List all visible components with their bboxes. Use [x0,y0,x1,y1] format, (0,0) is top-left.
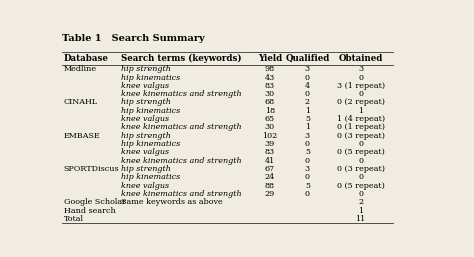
Text: knee kinematics and strength: knee kinematics and strength [120,190,241,198]
Text: Hand search: Hand search [64,207,115,215]
Text: Google Scholar: Google Scholar [64,198,126,206]
Text: 67: 67 [264,165,275,173]
Text: 68: 68 [264,98,275,106]
Text: 0: 0 [358,190,363,198]
Text: 2: 2 [358,198,363,206]
Text: 5: 5 [305,182,310,190]
Text: hip kinematics: hip kinematics [120,107,180,115]
Text: 41: 41 [264,157,275,165]
Text: Search terms (keywords): Search terms (keywords) [120,54,241,63]
Text: knee kinematics and strength: knee kinematics and strength [120,123,241,131]
Text: 0: 0 [305,74,310,81]
Text: 0: 0 [358,74,363,81]
Text: 0: 0 [305,157,310,165]
Text: hip kinematics: hip kinematics [120,140,180,148]
Text: 83: 83 [264,148,275,156]
Text: 29: 29 [264,190,275,198]
Text: 11: 11 [356,215,366,223]
Text: 0: 0 [305,190,310,198]
Text: 1: 1 [305,107,310,115]
Text: 88: 88 [265,182,275,190]
Text: 0 (5 repeat): 0 (5 repeat) [337,148,384,156]
Text: 65: 65 [264,115,275,123]
Text: Same keywords as above: Same keywords as above [120,198,222,206]
Text: Medline: Medline [64,65,97,73]
Text: knee valgus: knee valgus [120,148,169,156]
Text: knee kinematics and strength: knee kinematics and strength [120,90,241,98]
Text: Yield: Yield [257,54,282,63]
Text: 98: 98 [264,65,275,73]
Text: hip kinematics: hip kinematics [120,74,180,81]
Text: EMBASE: EMBASE [64,132,100,140]
Text: knee valgus: knee valgus [120,115,169,123]
Text: knee valgus: knee valgus [120,182,169,190]
Text: 0 (5 repeat): 0 (5 repeat) [337,182,384,190]
Text: Obtained: Obtained [338,54,383,63]
Text: 1: 1 [358,207,363,215]
Text: 0 (2 repeat): 0 (2 repeat) [337,98,385,106]
Text: 18: 18 [264,107,275,115]
Text: 0: 0 [305,140,310,148]
Text: 3: 3 [305,132,310,140]
Text: 39: 39 [264,140,275,148]
Text: 0: 0 [358,140,363,148]
Text: 4: 4 [305,82,310,90]
Text: 0 (1 repeat): 0 (1 repeat) [337,123,385,131]
Text: 1: 1 [305,123,310,131]
Text: 43: 43 [264,74,275,81]
Text: 0: 0 [305,173,310,181]
Text: 0: 0 [305,90,310,98]
Text: 30: 30 [264,90,275,98]
Text: 1 (4 repeat): 1 (4 repeat) [337,115,385,123]
Text: 0 (3 repeat): 0 (3 repeat) [337,132,385,140]
Text: hip kinematics: hip kinematics [120,173,180,181]
Text: Total: Total [64,215,83,223]
Text: 2: 2 [305,98,310,106]
Text: 5: 5 [305,115,310,123]
Text: Database: Database [64,54,109,63]
Text: 0 (3 repeat): 0 (3 repeat) [337,165,385,173]
Text: 102: 102 [262,132,277,140]
Text: hip strength: hip strength [120,132,171,140]
Text: 0: 0 [358,173,363,181]
Text: Table 1   Search Summary: Table 1 Search Summary [62,34,205,43]
Text: knee valgus: knee valgus [120,82,169,90]
Text: 30: 30 [264,123,275,131]
Text: 83: 83 [264,82,275,90]
Text: hip strength: hip strength [120,65,171,73]
Text: 0: 0 [358,157,363,165]
Text: 24: 24 [264,173,275,181]
Text: 3: 3 [305,65,310,73]
Text: 3: 3 [305,165,310,173]
Text: 3: 3 [358,65,363,73]
Text: 5: 5 [305,148,310,156]
Text: Qualified: Qualified [285,54,329,63]
Text: 0: 0 [358,90,363,98]
Text: CINAHL: CINAHL [64,98,98,106]
Text: hip strength: hip strength [120,98,171,106]
Text: knee kinematics and strength: knee kinematics and strength [120,157,241,165]
Text: 1: 1 [358,107,363,115]
Text: 3 (1 repeat): 3 (1 repeat) [337,82,385,90]
Text: hip strength: hip strength [120,165,171,173]
Text: SPORTDiscus: SPORTDiscus [64,165,119,173]
